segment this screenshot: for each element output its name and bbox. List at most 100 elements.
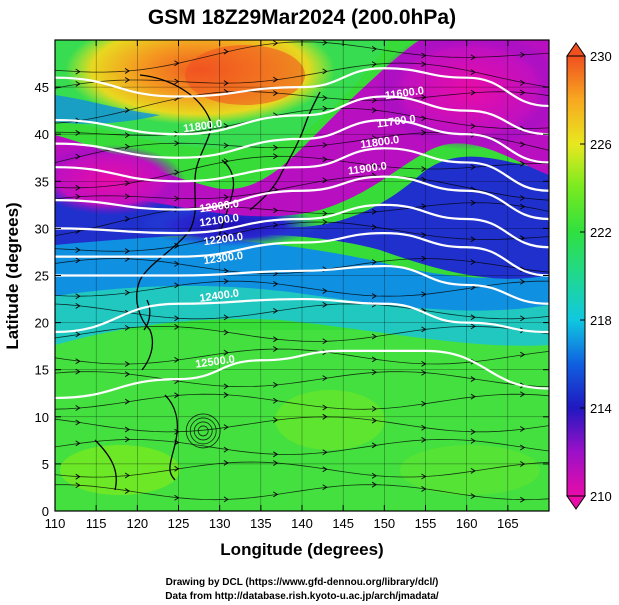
streamline-arrow: [124, 248, 130, 254]
streamline-arrow: [470, 259, 476, 265]
streamline-arrow: [75, 153, 81, 160]
coast-philippines: [164, 394, 179, 481]
coast-korea: [217, 159, 235, 241]
streamline-arrow: [371, 356, 377, 363]
streamline-arrow: [371, 406, 377, 412]
streamline-arrow: [371, 107, 377, 114]
streamline-arrow: [322, 375, 328, 381]
streamline-arrow: [273, 281, 279, 287]
streamline-arrow: [322, 177, 328, 184]
streamline-arrow: [223, 314, 229, 321]
streamline-arrow: [322, 288, 328, 294]
streamline-arrow: [520, 351, 526, 358]
streamline-arrow: [124, 289, 130, 296]
x-tick-label: 130: [209, 516, 231, 531]
streamline-arrow: [520, 444, 526, 451]
streamline-arrow: [322, 404, 328, 411]
streamline-arrow: [124, 77, 130, 83]
streamline-arrow: [322, 449, 328, 456]
streamline-arrow: [124, 398, 130, 405]
x-tick-label: 140: [291, 516, 313, 531]
y-axis-ticks: 0 5 10 15 20 25 30 35 40 45: [35, 80, 549, 519]
colorbar-tick-label: 214: [590, 401, 612, 416]
streamline-arrow: [223, 194, 229, 201]
contour-line: [55, 203, 549, 249]
streamline-arrow: [273, 381, 279, 388]
y-axis-label: Latitude (degrees): [3, 202, 22, 349]
streamline-arrow: [322, 40, 328, 46]
streamline-arrow: [223, 446, 229, 453]
y-tick-label: 30: [35, 221, 49, 236]
streamline-arrow: [223, 349, 229, 356]
contour-line: [55, 297, 549, 334]
colorbar-min-arrow: [566, 495, 586, 510]
streamline-arrow: [124, 193, 130, 200]
streamline-arrow: [273, 336, 279, 343]
streamline-arrow: [371, 293, 377, 299]
streamline-arrow: [322, 219, 328, 225]
streamline-arrow: [75, 473, 81, 480]
streamline-arrow: [75, 81, 81, 87]
streamline-arrow: [223, 268, 229, 274]
streamline-arrow: [470, 438, 476, 444]
field-yellowgreen-2: [275, 390, 385, 450]
streamline-arrow: [371, 369, 377, 376]
streamline-arrow: [273, 222, 279, 228]
x-tick-label: 135: [250, 516, 272, 531]
streamline-arrow: [75, 331, 81, 338]
colorbar-tick-label: 210: [590, 489, 612, 504]
field-yellowgreen-3: [400, 445, 540, 495]
y-tick-label: 5: [42, 457, 49, 472]
streamline-arrow: [470, 393, 476, 400]
contour-label: 11800.0: [360, 134, 400, 151]
streamline-arrow: [273, 417, 279, 423]
streamline-arrow: [470, 54, 476, 61]
streamline-arrow: [223, 496, 229, 503]
streamline-arrow: [75, 440, 81, 447]
streamline-arrow: [322, 301, 328, 308]
streamline-arrow: [371, 259, 377, 265]
chart-title: GSM 18Z29Mar2024 (200.0hPa): [148, 6, 456, 29]
streamline-arrow: [75, 368, 81, 375]
colorbar: 230 226 222 218 214 210: [566, 42, 612, 510]
streamline-arrow: [470, 428, 476, 435]
streamline-arrow: [124, 216, 130, 222]
streamline-arrow: [520, 195, 526, 201]
colorbar-tick-label: 226: [590, 137, 612, 152]
streamline-arrow: [75, 293, 81, 300]
streamline-arrow: [273, 397, 279, 404]
streamline-arrow: [273, 451, 279, 458]
contour-line: [55, 118, 549, 164]
field-red-core: [185, 45, 305, 105]
streamline-arrow: [470, 89, 476, 96]
coast-asia-mainland: [136, 74, 212, 371]
streamline-arrow: [124, 488, 130, 494]
streamline-arrow: [470, 199, 476, 206]
plot-area: 11600.0 11700.0 11800.0 11900.0 11800.0 12000…: [55, 40, 549, 511]
streamline-arrow: [124, 132, 130, 139]
field-yellowgreen-1: [60, 445, 180, 495]
streamline-arrow: [470, 468, 476, 474]
field-blue-west-north: [55, 95, 160, 124]
streamline-arrow: [124, 143, 130, 150]
streamline-arrow: [322, 142, 328, 148]
streamline-arrow: [520, 160, 526, 167]
contour-label: 12000.0: [199, 198, 240, 215]
streamline-arrow: [520, 89, 526, 96]
streamline-arrow: [273, 40, 279, 46]
credit-data: Data from http://database.rish.kyoto-u.a…: [165, 591, 439, 602]
streamline-arrow: [124, 371, 130, 378]
contour-label: 11700.0: [376, 113, 416, 130]
contour-label: 12300.0: [203, 250, 244, 267]
credit-drawing: Drawing by DCL (https://www.gfd-dennou.o…: [166, 577, 439, 588]
streamline-arrow: [371, 135, 377, 141]
contour-line: [55, 349, 549, 400]
streamline-arrow: [273, 144, 279, 151]
streamline-arrow: [520, 278, 526, 285]
contour-label: 12200.0: [203, 231, 244, 248]
streamline-arrow: [322, 156, 328, 163]
streamline-arrow: [470, 376, 476, 382]
streamline-arrow: [470, 123, 476, 130]
vortex-ring: [185, 413, 221, 449]
streamline-arrow: [124, 361, 130, 367]
